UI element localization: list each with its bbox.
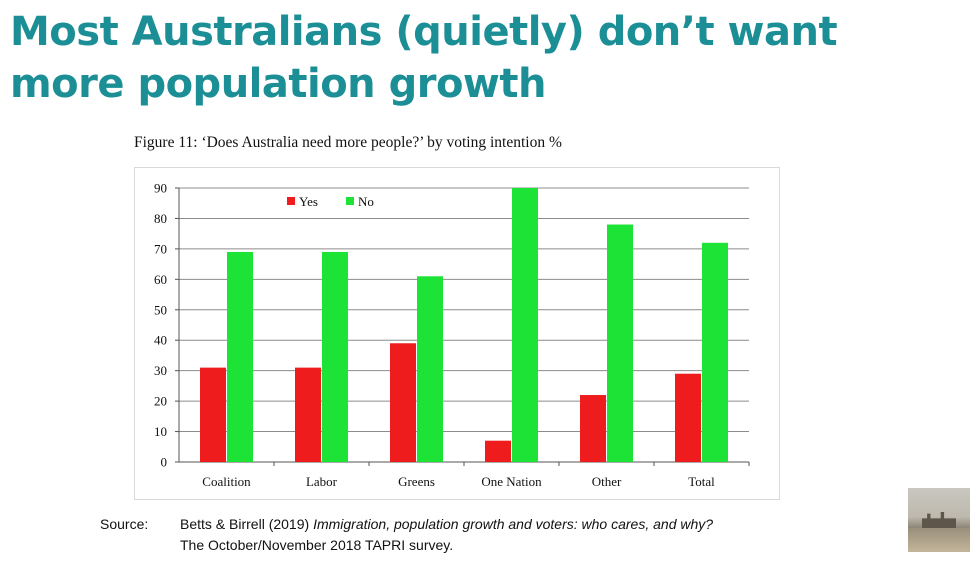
y-tick-label: 10 bbox=[154, 424, 167, 439]
source-label: Source: bbox=[100, 516, 149, 532]
source-authors: Betts & Birrell (2019) bbox=[180, 516, 314, 532]
bar-no-one-nation bbox=[512, 188, 538, 462]
bar-yes-labor bbox=[295, 367, 321, 462]
chart-container: 0 10 20 30 40 50 60 70 80 90 Coalition Labor Greens O… bbox=[134, 167, 780, 500]
x-category-label: Coalition bbox=[202, 474, 251, 489]
bar-no-other bbox=[607, 224, 633, 462]
y-tick-label: 0 bbox=[161, 455, 168, 470]
legend-label-no: No bbox=[358, 194, 374, 209]
y-tick-label: 40 bbox=[154, 333, 167, 348]
bar-no-total bbox=[702, 242, 728, 462]
bar-yes-coalition bbox=[200, 367, 226, 462]
slide-title-line-2: more population growth bbox=[10, 61, 546, 107]
bar-no-labor bbox=[322, 251, 348, 462]
legend-swatch-yes bbox=[287, 197, 295, 205]
x-category-label: Labor bbox=[306, 474, 338, 489]
x-category-label: Total bbox=[688, 474, 715, 489]
figure-caption: Figure 11: ‘Does Australia need more peo… bbox=[134, 134, 562, 151]
source-survey: The October/November 2018 TAPRI survey. bbox=[180, 537, 454, 553]
source-citation: Betts & Birrell (2019) Immigration, popu… bbox=[180, 516, 713, 532]
thumbnail-ground bbox=[908, 528, 970, 552]
bar-yes-greens bbox=[390, 343, 416, 462]
legend-label-yes: Yes bbox=[299, 194, 318, 209]
bar-chart: 0 10 20 30 40 50 60 70 80 90 Coalition Labor Greens O… bbox=[154, 181, 750, 489]
thumbnail-castle bbox=[922, 512, 956, 528]
slide-title-line-1: Most Australians (quietly) don’t want bbox=[10, 9, 838, 55]
bar-no-coalition bbox=[227, 251, 253, 462]
y-tick-label: 60 bbox=[154, 272, 167, 287]
x-category-label: One Nation bbox=[481, 474, 542, 489]
bar-yes-other bbox=[580, 395, 606, 462]
x-category-label: Greens bbox=[398, 474, 435, 489]
y-tick-label: 90 bbox=[154, 181, 167, 196]
speaker-video-thumbnail[interactable] bbox=[908, 488, 970, 552]
bar-yes-total bbox=[675, 373, 701, 462]
y-tick-label: 50 bbox=[154, 302, 167, 317]
bar-no-greens bbox=[417, 276, 443, 462]
y-tick-label: 70 bbox=[154, 241, 167, 256]
slide-title: Most Australians (quietly) don’t want mo… bbox=[10, 6, 910, 110]
y-tick-label: 20 bbox=[154, 394, 167, 409]
source-title: Immigration, population growth and voter… bbox=[313, 516, 714, 532]
x-category-label: Other bbox=[592, 474, 622, 489]
y-tick-label: 80 bbox=[154, 211, 167, 226]
bar-yes-one-nation bbox=[485, 440, 511, 462]
y-tick-label: 30 bbox=[154, 363, 167, 378]
legend-swatch-no bbox=[346, 197, 354, 205]
